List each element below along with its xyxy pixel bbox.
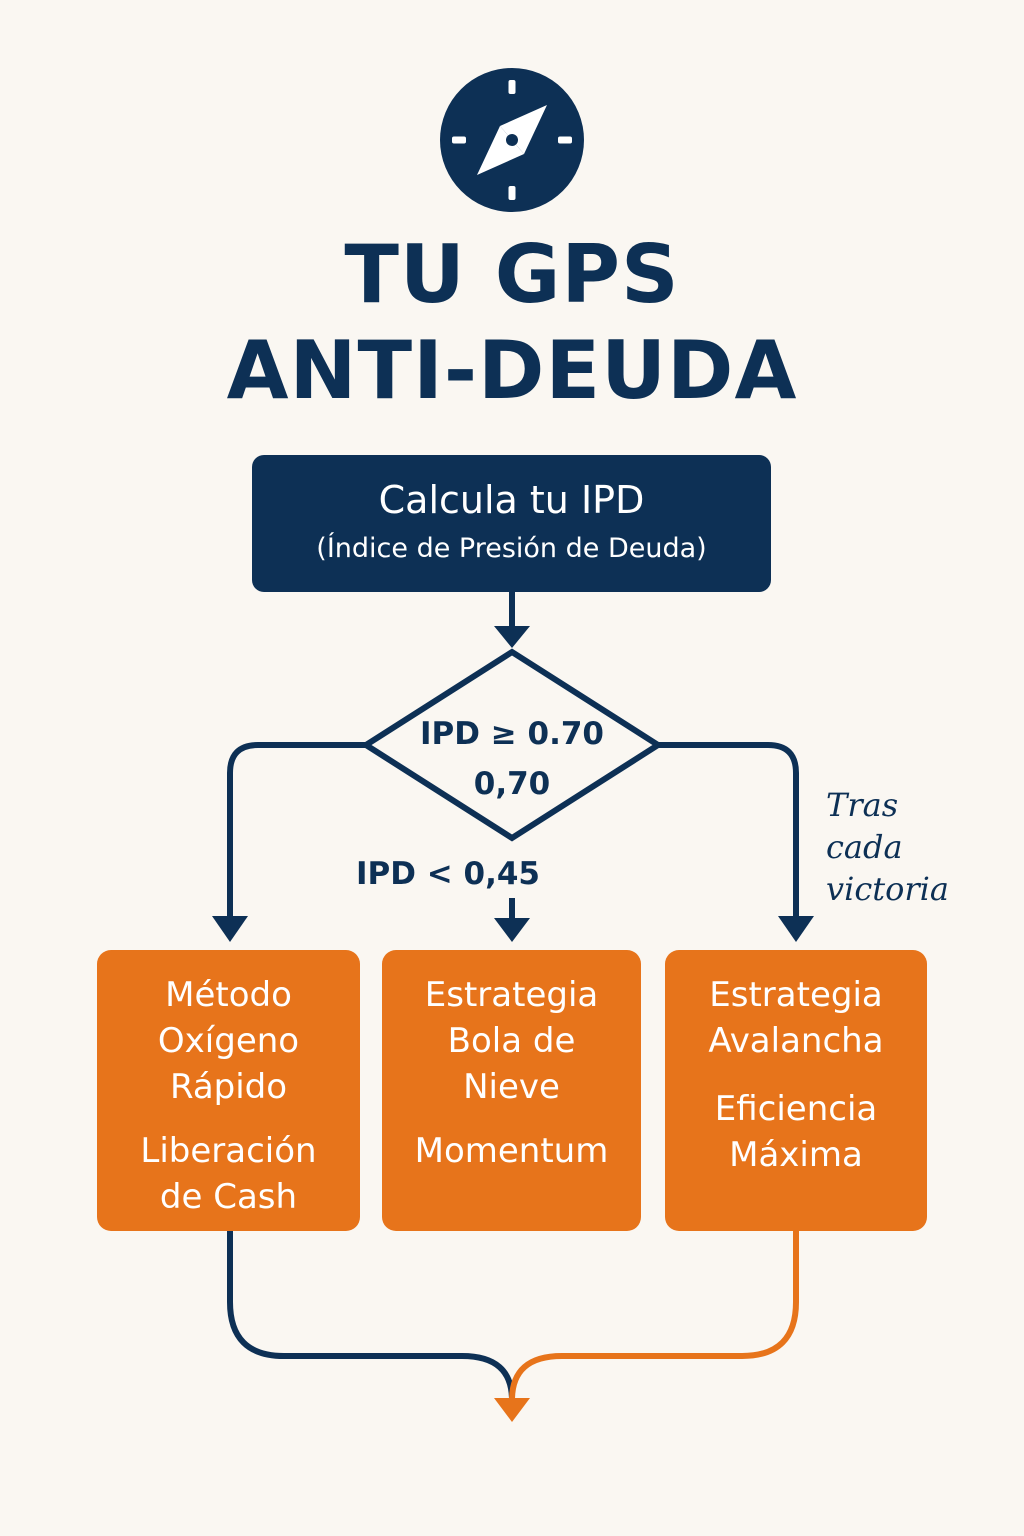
strategy-name: Método Oxígeno Rápido (97, 972, 360, 1110)
strategy-name-line: Avalancha (708, 1021, 884, 1061)
arrowhead-right (778, 916, 814, 942)
strategy-name-line: Estrategia (709, 975, 883, 1015)
strategy-name-line: Nieve (463, 1067, 560, 1107)
start-step-subtitle: (Índice de Presión de Deuda) (316, 533, 707, 564)
connector-right-branch (658, 742, 799, 918)
connector-left-branch (227, 742, 366, 918)
strategy-subtitle: Eficiencia Máxima (665, 1086, 927, 1178)
side-note-line: Tras (826, 786, 899, 824)
side-note: Tras cada victoria (826, 784, 986, 910)
strategy-name-line: Método (165, 975, 292, 1015)
strategy-name-line: Oxígeno (157, 1021, 300, 1061)
decision-condition: IPD ≥ 0.70 (419, 716, 605, 752)
strategy-subtitle: Momentum (382, 1128, 641, 1174)
side-note-line: cada (826, 828, 903, 866)
strategy-name-line: Rápido (169, 1067, 288, 1107)
strategy-box-oxigeno: Método Oxígeno Rápido Liberación de Cash (97, 950, 360, 1231)
page-title-line2: ANTI-DEUDA (226, 324, 798, 417)
strategy-box-avalancha: Estrategia Avalancha Eficiencia Máxima (665, 950, 927, 1231)
start-step-box: Calcula tu IPD (Índice de Presión de Deu… (252, 455, 771, 592)
decision-value: 0,70 (473, 766, 551, 802)
strategy-subtitle-line: Máxima (729, 1135, 863, 1175)
strategy-subtitle: Liberación de Cash (97, 1128, 360, 1220)
arrowhead-left (212, 916, 248, 942)
branch-label-middle: IPD < 0,45 (355, 856, 541, 892)
connector-merge-left (227, 1231, 515, 1401)
strategy-name: Estrategia Avalancha (665, 972, 927, 1064)
arrowhead-decision (494, 626, 530, 648)
side-note-line: victoria (826, 870, 949, 908)
strategy-subtitle-line: Liberación (140, 1131, 317, 1171)
start-step-title: Calcula tu IPD (378, 478, 645, 522)
strategy-subtitle-line: Momentum (414, 1131, 609, 1171)
arrowhead-final (494, 1398, 530, 1422)
compass-icon (440, 68, 584, 212)
connector-merge-right (509, 1231, 799, 1401)
strategy-subtitle-line: de Cash (159, 1177, 298, 1217)
decision-diamond (360, 648, 664, 842)
strategy-subtitle-line: Eficiencia (714, 1089, 878, 1129)
strategy-name-line: Estrategia (424, 975, 599, 1015)
strategy-name: Estrategia Bola de Nieve (382, 972, 641, 1110)
strategy-box-bola-de-nieve: Estrategia Bola de Nieve Momentum (382, 950, 641, 1231)
strategy-name-line: Bola de (447, 1021, 576, 1061)
arrowhead-middle (494, 918, 530, 942)
page-title-line1: TU GPS (344, 228, 680, 321)
